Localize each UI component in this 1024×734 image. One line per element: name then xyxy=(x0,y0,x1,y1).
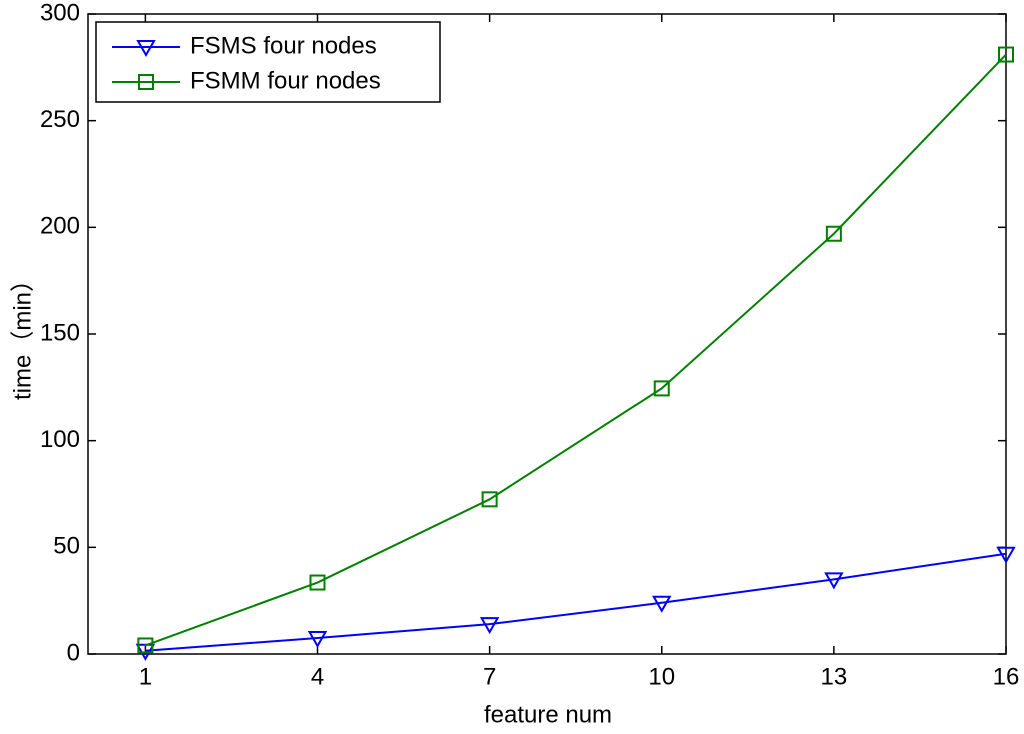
plot-frame xyxy=(87,13,1007,655)
y-tick-label: 50 xyxy=(53,533,80,560)
marker xyxy=(309,574,326,591)
y-tick-label: 0 xyxy=(67,639,80,666)
y-tick-label: 250 xyxy=(40,106,80,133)
marker xyxy=(137,637,154,654)
y-tick-label: 100 xyxy=(40,426,80,453)
x-tick-label: 16 xyxy=(993,663,1020,690)
marker xyxy=(998,46,1014,63)
marker xyxy=(479,617,500,635)
series-line xyxy=(145,552,1007,652)
x-tick-label: 4 xyxy=(311,663,324,690)
marker xyxy=(307,631,328,649)
y-axis-label: time（min） xyxy=(9,268,36,400)
legend-label: FSMS four nodes xyxy=(190,32,377,59)
x-tick-label: 10 xyxy=(648,663,675,690)
marker xyxy=(996,546,1016,564)
marker xyxy=(824,572,844,590)
x-axis-label: feature num xyxy=(484,701,612,728)
marker xyxy=(138,74,154,90)
y-tick-label: 150 xyxy=(40,319,80,346)
series-line xyxy=(145,53,1007,647)
x-tick-label: 1 xyxy=(139,663,152,690)
y-tick-label: 300 xyxy=(40,0,80,26)
marker xyxy=(653,380,670,397)
x-tick-label: 13 xyxy=(821,663,848,690)
marker xyxy=(825,225,842,242)
legend-label: FSMM four nodes xyxy=(190,67,381,94)
marker xyxy=(481,491,498,508)
marker xyxy=(136,40,156,58)
marker xyxy=(652,595,672,613)
x-tick-label: 7 xyxy=(483,663,496,690)
y-tick-label: 200 xyxy=(40,213,80,240)
